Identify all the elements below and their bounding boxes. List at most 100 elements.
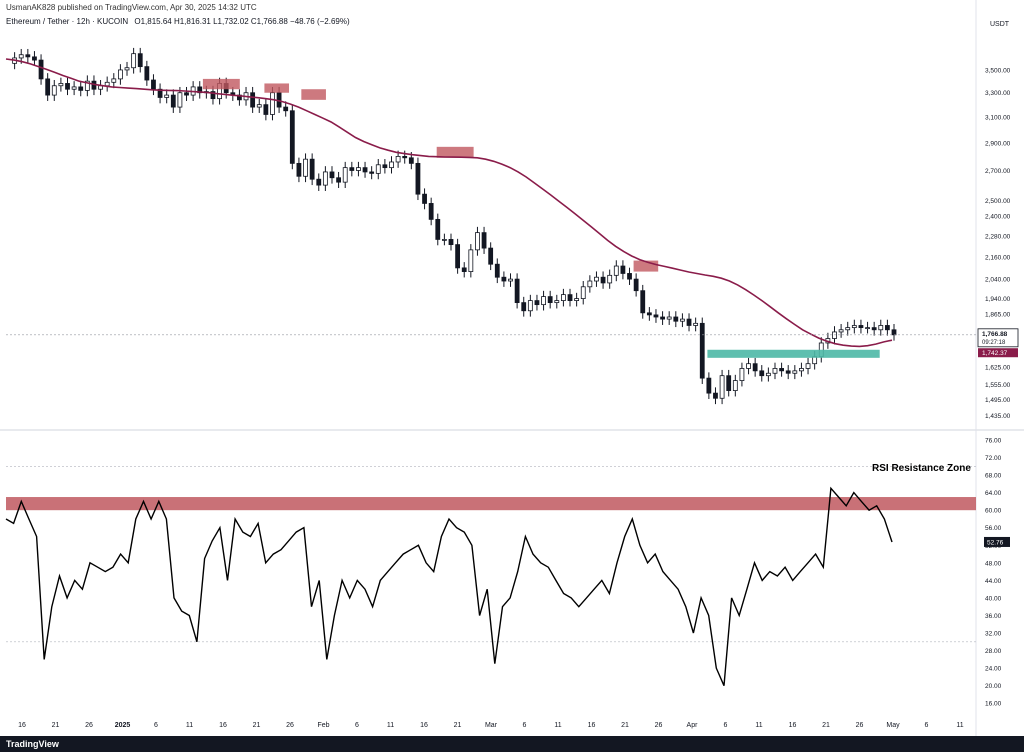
time-axis-tick: 26 — [655, 722, 663, 729]
resistance-zone — [301, 89, 326, 100]
candle-up — [580, 286, 586, 299]
candle-down — [521, 302, 527, 312]
candle-down — [184, 92, 189, 96]
candle-down — [752, 363, 758, 372]
candle-down — [329, 171, 335, 179]
time-axis-tick: 11 — [956, 722, 963, 729]
chart-canvas[interactable]: USDT 3,500.00 3,300.00 3,100.00 2,900.00 2,70… — [0, 0, 1024, 736]
candle-down — [296, 162, 302, 177]
candle-up — [799, 368, 804, 372]
candle-up — [389, 161, 394, 169]
rsi-axis-tick: 16.00 — [985, 701, 1002, 708]
candle-up — [356, 167, 361, 171]
candle-up — [303, 158, 308, 177]
symbol-legend: Ethereum / Tether · 12h · KUCOIN O1,815.… — [6, 17, 350, 26]
candle-down — [653, 314, 659, 318]
candle-up — [838, 329, 844, 333]
candle-down — [514, 278, 520, 304]
candle-down — [567, 294, 573, 301]
candle-down — [151, 79, 156, 90]
candle-down — [369, 171, 375, 174]
rsi-axis-tick: 72.00 — [985, 455, 1002, 462]
time-axis-tick: 21 — [822, 722, 830, 729]
candle-down — [785, 370, 791, 374]
candle-up — [878, 325, 884, 331]
price-axis-tick: 2,280.00 — [985, 234, 1011, 241]
candle-up — [104, 81, 110, 87]
price-axis-tick: 2,040.00 — [985, 277, 1011, 284]
tradingview-logo[interactable]: TradingView — [6, 739, 59, 749]
candle-up — [666, 316, 672, 320]
candle-up — [865, 327, 870, 330]
candle-up — [18, 54, 24, 59]
candle-down — [250, 92, 256, 108]
rsi-axis-tick: 44.00 — [985, 578, 1002, 585]
time-axis-tick: 11 — [755, 722, 762, 729]
time-axis-tick: 16 — [219, 722, 227, 729]
candle-up — [680, 318, 685, 322]
candle-up — [164, 94, 170, 98]
candle-up — [739, 368, 745, 381]
rsi-axis-tick: 48.00 — [985, 560, 1002, 567]
candle-up — [554, 300, 560, 304]
candle-down — [349, 167, 355, 171]
price-axis-tick: 1,555.00 — [985, 382, 1011, 389]
candle-up — [375, 164, 381, 174]
candle-up — [84, 80, 90, 91]
rsi-axis-tick: 24.00 — [985, 666, 1002, 673]
candle-up — [765, 372, 771, 377]
candle-up — [746, 363, 751, 369]
rsi-resistance-label: RSI Resistance Zone — [872, 463, 971, 474]
candle-up — [395, 156, 401, 163]
symbol-name[interactable]: Ethereum / Tether · 12h · KUCOIN — [6, 17, 129, 26]
time-axis-tick: 21 — [52, 722, 60, 729]
candle-up — [561, 294, 566, 301]
candle-down — [627, 273, 632, 280]
rsi-axis-tick: 20.00 — [985, 683, 1002, 690]
candle-up — [256, 104, 262, 108]
currency-label: USDT — [990, 21, 1010, 28]
candle-down — [283, 106, 289, 112]
ma-value-label: 1,742.37 — [982, 350, 1008, 357]
price-axis-tick: 2,400.00 — [985, 214, 1011, 221]
price-axis-tick: 1,495.00 — [985, 397, 1011, 404]
price-axis-tick: 1,865.00 — [985, 311, 1011, 318]
candle-down — [65, 83, 70, 90]
time-axis-tick: Apr — [687, 722, 699, 729]
time-axis-tick: 6 — [523, 722, 527, 729]
price-axis-tick: 3,100.00 — [985, 114, 1011, 121]
candle-down — [210, 91, 216, 100]
candle-down — [157, 88, 163, 98]
price-axis-tick: 1,940.00 — [985, 296, 1011, 303]
candle-down — [32, 56, 37, 61]
rsi-axis-tick: 68.00 — [985, 473, 1002, 480]
candle-down — [858, 325, 864, 329]
candle-up — [541, 296, 546, 306]
price-axis-tick: 1,435.00 — [985, 413, 1011, 420]
candle-up — [468, 249, 474, 272]
time-axis-tick: 26 — [286, 722, 294, 729]
candle-down — [871, 327, 877, 331]
candle-down — [78, 86, 84, 91]
candle-down — [25, 54, 31, 58]
candle-up — [574, 298, 580, 301]
candle-down — [38, 59, 44, 80]
rsi-axis-tick: 60.00 — [985, 508, 1002, 515]
rsi-axis-tick: 76.00 — [985, 438, 1002, 445]
candle-up — [732, 380, 738, 391]
candle-down — [336, 177, 341, 183]
publisher-line: UsmanAK828 published on TradingView.com,… — [6, 3, 257, 12]
candle-down — [170, 94, 176, 108]
candle-up — [51, 85, 57, 96]
candle-down — [646, 312, 652, 316]
candle-up — [270, 92, 275, 115]
rsi-value-box — [984, 536, 1010, 547]
candle-down — [699, 322, 705, 379]
resistance-zone — [264, 83, 290, 93]
candle-down — [660, 316, 665, 320]
candle-down — [759, 370, 765, 377]
candle-down — [45, 78, 51, 96]
time-axis-tick: 16 — [18, 722, 26, 729]
candle-up — [124, 67, 130, 71]
